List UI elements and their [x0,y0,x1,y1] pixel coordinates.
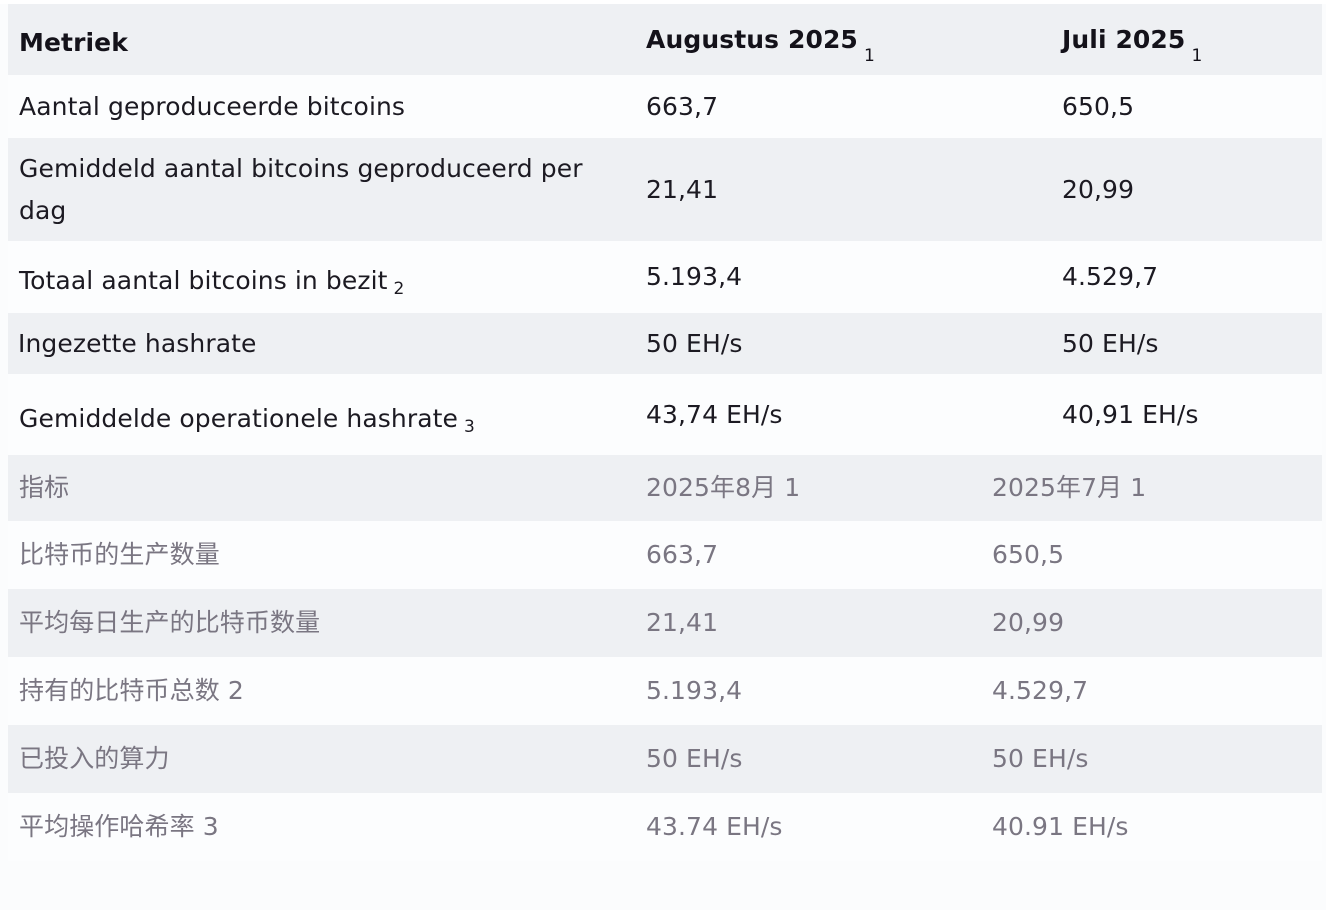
value-july: 20,99 [1062,174,1135,204]
value-august: 5.193,4 [646,262,743,291]
row-label: Aantal geproduceerde bitcoins [19,91,406,121]
table-header-row: 指标 2025年8月 1 2025年7月 1 [8,455,1322,521]
value-july: 40,91 EH/s [1062,399,1199,429]
row-label: Gemiddeld aantal bitcoins geproduceerd p… [19,153,583,225]
header-july-2025: 2025年7月 1 [992,473,1147,502]
footnote-ref: 1 [1191,45,1203,66]
table-row: 持有的比特币总数 2 5.193,4 4.529,7 [8,657,1322,725]
row-label: 平均操作哈希率 3 [19,812,219,841]
value-july: 4.529,7 [1062,262,1159,291]
table-row: 平均操作哈希率 3 43.74 EH/s 40.91 EH/s [8,793,1322,861]
value-august: 50 EH/s [646,328,743,358]
row-label: 已投入的算力 [19,744,170,773]
table-row: 平均每日生产的比特币数量 21,41 20,99 [8,589,1322,657]
table-row: Totaal aantal bitcoins in bezit 2 5.193,4… [8,241,1322,313]
table-row: 已投入的算力 50 EH/s 50 EH/s [8,725,1322,793]
table-header-row: Metriek Augustus 2025 1 Juli 2025 1 [8,4,1322,75]
value-july: 20,99 [992,608,1065,637]
value-july: 650,5 [992,540,1065,569]
row-label: Totaal aantal bitcoins in bezit 2 [19,266,405,299]
table-row: Gemiddeld aantal bitcoins geproduceerd p… [8,138,1322,241]
table-row: Aantal geproduceerde bitcoins 663,7 650,… [8,75,1322,138]
value-august: 50 EH/s [646,744,743,773]
table-row: Ingezette hashrate 50 EH/s 50 EH/s [8,313,1322,374]
table-row: 比特币的生产数量 663,7 650,5 [8,521,1322,589]
value-august: 43.74 EH/s [646,812,783,841]
row-label: 比特币的生产数量 [19,540,220,569]
row-label: 平均每日生产的比特币数量 [19,608,321,637]
value-july: 650,5 [1062,91,1135,121]
footnote-ref: 2 [393,279,405,299]
value-july: 4.529,7 [992,676,1089,705]
footnote-ref: 1 [863,45,875,66]
row-label: Gemiddelde operationele hashrate 3 [19,403,475,437]
value-july: 50 EH/s [1062,328,1159,358]
value-august: 663,7 [646,540,719,569]
header-august-2025: 2025年8月 1 [646,473,801,502]
footnote-ref: 3 [464,416,475,437]
value-july: 50 EH/s [992,744,1089,773]
row-label: 持有的比特币总数 2 [19,676,244,705]
table-row: Gemiddelde operationele hashrate 3 43,74 … [8,374,1322,455]
row-label: Ingezette hashrate [18,328,257,358]
value-august: 5.193,4 [646,676,743,705]
header-august-2025: Augustus 2025 1 [646,24,875,66]
value-july: 40.91 EH/s [992,812,1129,841]
value-august: 21,41 [646,608,719,637]
value-august: 43,74 EH/s [646,399,783,429]
value-august: 21,41 [646,174,719,204]
header-july-2025: Juli 2025 1 [1062,24,1203,66]
header-metric: 指标 [19,473,70,502]
header-metric: Metriek [19,28,128,57]
value-august: 663,7 [646,91,719,121]
